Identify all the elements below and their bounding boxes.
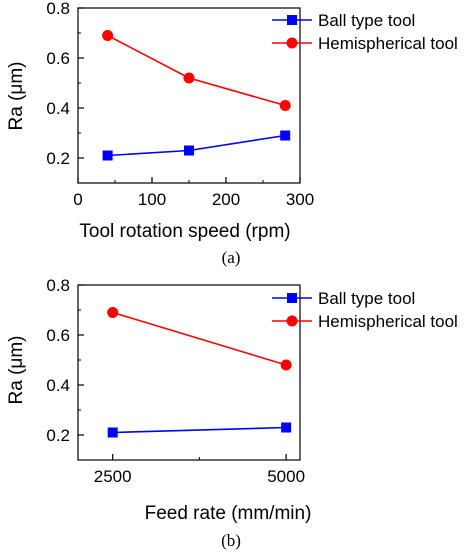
x-tick-labels: 2500 5000 bbox=[94, 467, 305, 486]
series-hemispherical-tool bbox=[102, 30, 291, 111]
x-tick-label: 200 bbox=[212, 190, 240, 209]
data-point bbox=[280, 130, 291, 141]
tick-marks bbox=[77, 7, 301, 184]
legend-marker bbox=[286, 37, 298, 49]
legend-marker bbox=[287, 15, 297, 25]
legend-item: Ball type tool bbox=[272, 289, 415, 308]
data-point bbox=[280, 359, 292, 371]
legend-label: Hemispherical tool bbox=[318, 312, 458, 331]
data-series bbox=[107, 307, 292, 438]
y-axis-label: Ra (μm) bbox=[6, 62, 27, 131]
series-line bbox=[112, 426, 287, 434]
y-tick-labels: 0.2 0.4 0.6 0.8 bbox=[46, 276, 70, 445]
legend: Ball type tool Hemispherical tool bbox=[272, 289, 458, 331]
series-line bbox=[107, 134, 286, 157]
legend-label: Ball type tool bbox=[318, 11, 415, 30]
x-tick-label: 2500 bbox=[94, 467, 132, 486]
data-point bbox=[102, 30, 114, 41]
y-axis-label: Ra (μm) bbox=[6, 336, 27, 405]
y-tick-label: 0.6 bbox=[46, 326, 70, 345]
legend-item: Hemispherical tool bbox=[272, 34, 458, 53]
y-tick-label: 0.2 bbox=[46, 149, 70, 168]
legend: Ball type tool Hemispherical tool bbox=[272, 11, 458, 53]
x-axis-label: Tool rotation speed (rpm) bbox=[79, 221, 290, 242]
y-tick-label: 0.2 bbox=[46, 426, 70, 445]
data-point bbox=[281, 422, 292, 433]
legend-label: Hemispherical tool bbox=[318, 34, 458, 53]
data-point bbox=[184, 145, 194, 156]
data-series bbox=[102, 30, 291, 161]
series-hemispherical-tool bbox=[107, 307, 292, 371]
plot-frame bbox=[77, 284, 301, 461]
y-tick-labels: 0.2 0.4 0.6 0.8 bbox=[46, 0, 70, 168]
chart-panel-b: 0.2 0.4 0.6 0.8 2500 5000 Ball type tool Hemi… bbox=[6, 276, 458, 550]
legend-label: Ball type tool bbox=[318, 289, 415, 308]
legend-item: Ball type tool bbox=[272, 11, 415, 30]
y-tick-label: 0.4 bbox=[46, 376, 70, 395]
y-tick-label: 0.8 bbox=[46, 0, 70, 18]
series-line bbox=[107, 34, 286, 107]
x-tick-labels: 0 100 200 300 bbox=[73, 190, 314, 209]
tick-marks bbox=[78, 284, 287, 461]
y-tick-label: 0.4 bbox=[46, 99, 70, 118]
caption-a: (a) bbox=[222, 248, 241, 267]
x-tick-label: 100 bbox=[138, 190, 166, 209]
data-point bbox=[107, 307, 119, 318]
x-tick-label: 0 bbox=[73, 190, 82, 209]
data-point bbox=[183, 72, 195, 84]
series-line bbox=[112, 311, 287, 366]
data-point bbox=[107, 427, 118, 438]
legend-marker bbox=[286, 315, 298, 327]
series-ball-type-tool bbox=[107, 422, 292, 438]
y-tick-label: 0.6 bbox=[46, 49, 70, 68]
data-point bbox=[102, 150, 113, 161]
series-ball-type-tool bbox=[102, 130, 291, 161]
x-tick-label: 5000 bbox=[267, 467, 305, 486]
chart-panel-a: 0.2 0.4 0.6 0.8 0 100 200 300 Ball type tool He… bbox=[6, 0, 458, 267]
x-axis-label: Feed rate (mm/min) bbox=[145, 503, 312, 524]
legend-marker bbox=[287, 293, 297, 303]
caption-b: (b) bbox=[221, 531, 241, 550]
data-point bbox=[279, 100, 291, 111]
x-tick-label: 300 bbox=[286, 190, 314, 209]
y-tick-label: 0.8 bbox=[46, 276, 70, 295]
legend-item: Hemispherical tool bbox=[272, 312, 458, 331]
